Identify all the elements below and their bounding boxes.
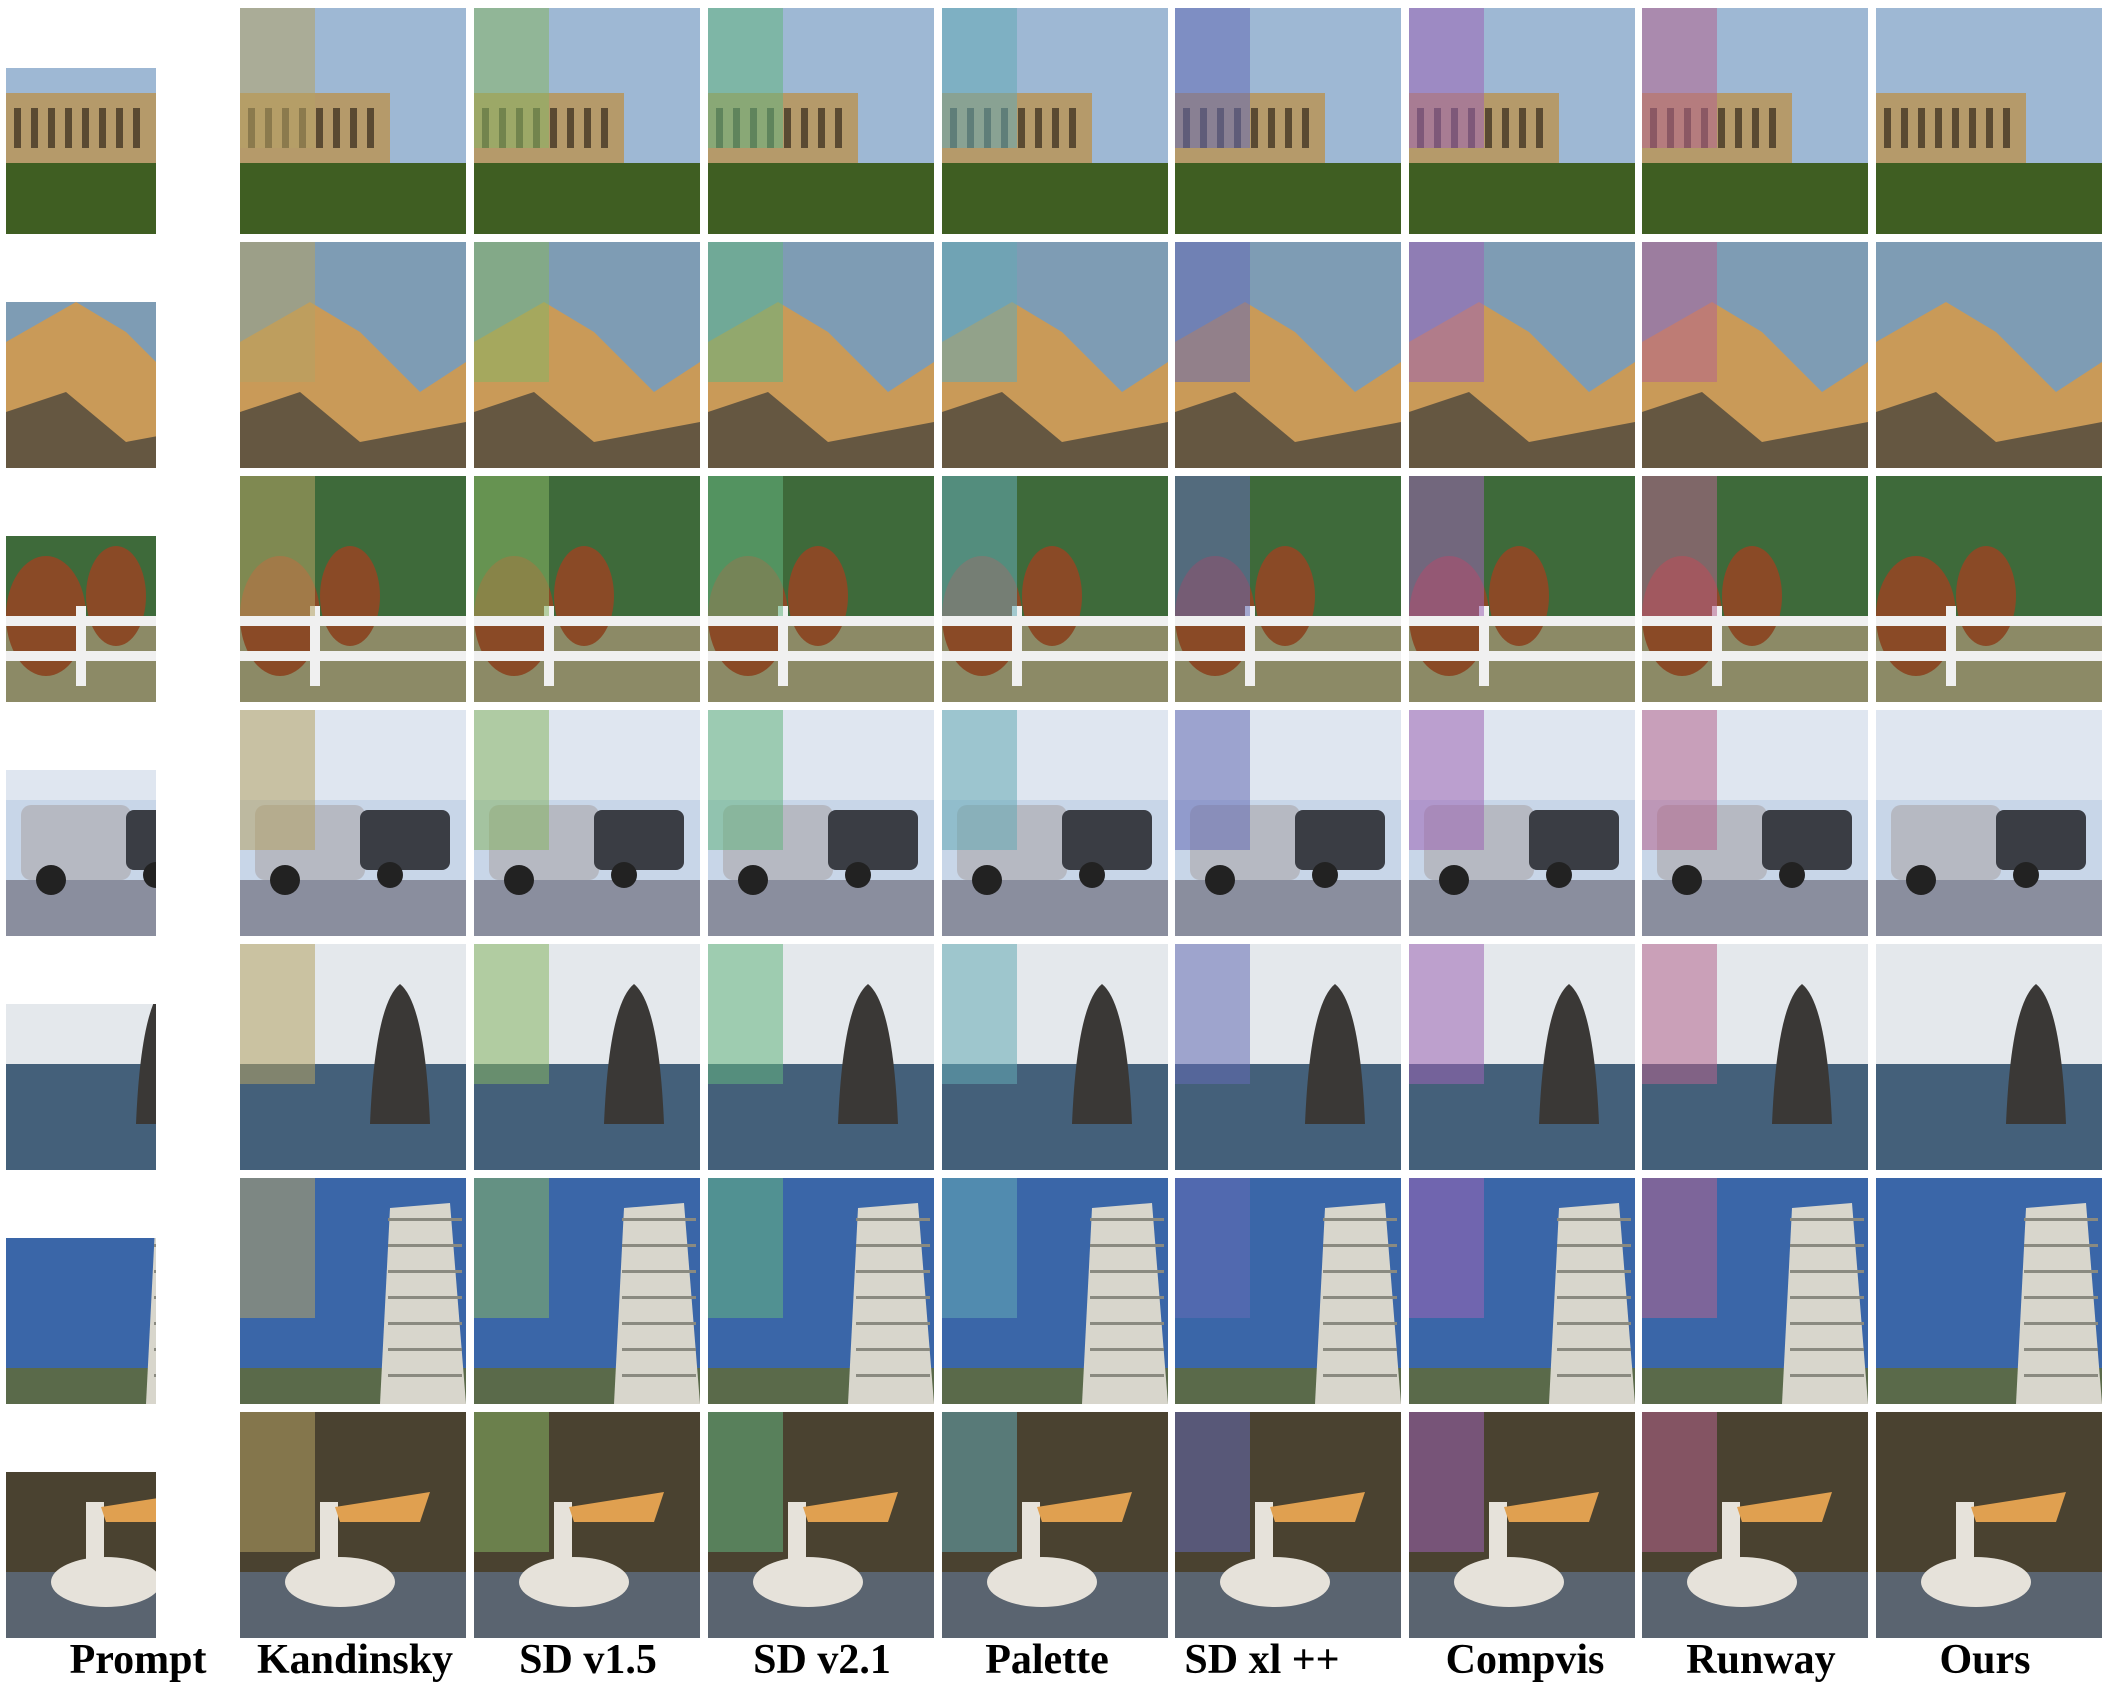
image-cell-mountain-method-6	[1409, 242, 1635, 468]
image-cell-horses-method-3	[708, 476, 934, 702]
image-cell-tower-method-8	[1876, 1178, 2102, 1404]
image-cell-horses-method-2	[474, 476, 700, 702]
image-cell-building-method-7	[1642, 8, 1868, 234]
image-cell-tower-prompt	[6, 1178, 232, 1404]
image-cell-tower-method-7	[1642, 1178, 1868, 1404]
image-cell-tower-method-6	[1409, 1178, 1635, 1404]
image-cell-whale-method-6	[1409, 944, 1635, 1170]
image-cell-pelican-method-5	[1175, 1412, 1401, 1638]
image-cell-whale-method-1	[240, 944, 466, 1170]
image-cell-car-method-5	[1175, 710, 1401, 936]
image-cell-horses-method-1	[240, 476, 466, 702]
image-cell-mountain-method-7	[1642, 242, 1868, 468]
image-cell-tower-method-3	[708, 1178, 934, 1404]
image-cell-tower-method-2	[474, 1178, 700, 1404]
column-label-3: SD v2.1	[753, 1637, 891, 1683]
image-cell-whale-method-4	[942, 944, 1168, 1170]
image-cell-car-method-3	[708, 710, 934, 936]
image-cell-building-method-4	[942, 8, 1168, 234]
image-cell-tower-method-1	[240, 1178, 466, 1404]
image-cell-whale-method-2	[474, 944, 700, 1170]
column-label-0: Prompt	[69, 1637, 207, 1683]
image-cell-car-method-4	[942, 710, 1168, 936]
image-cell-building-method-2	[474, 8, 700, 234]
image-cell-mountain-method-5	[1175, 242, 1401, 468]
column-label-5: SD xl ++	[1184, 1637, 1340, 1683]
column-label-2: SD v1.5	[519, 1637, 657, 1683]
column-label-8: Ours	[1939, 1637, 2031, 1683]
image-cell-building-method-5	[1175, 8, 1401, 234]
image-cell-pelican-method-1	[240, 1412, 466, 1638]
image-cell-pelican-method-8	[1876, 1412, 2102, 1638]
image-cell-horses-method-7	[1642, 476, 1868, 702]
column-label-7: Runway	[1686, 1637, 1836, 1683]
image-cell-car-prompt	[6, 710, 232, 936]
image-cell-pelican-method-4	[942, 1412, 1168, 1638]
image-cell-building-prompt	[6, 8, 232, 234]
image-cell-tower-method-5	[1175, 1178, 1401, 1404]
image-cell-pelican-method-6	[1409, 1412, 1635, 1638]
image-cell-pelican-method-3	[708, 1412, 934, 1638]
image-cell-pelican-method-2	[474, 1412, 700, 1638]
image-cell-mountain-method-1	[240, 242, 466, 468]
image-cell-car-method-7	[1642, 710, 1868, 936]
image-cell-building-method-1	[240, 8, 466, 234]
image-cell-whale-method-3	[708, 944, 934, 1170]
image-cell-car-method-6	[1409, 710, 1635, 936]
image-cell-whale-method-5	[1175, 944, 1401, 1170]
image-cell-whale-prompt	[6, 944, 232, 1170]
image-cell-car-method-2	[474, 710, 700, 936]
image-cell-mountain-method-8	[1876, 242, 2102, 468]
image-cell-tower-method-4	[942, 1178, 1168, 1404]
image-cell-horses-method-8	[1876, 476, 2102, 702]
image-cell-car-method-8	[1876, 710, 2102, 936]
image-cell-mountain-method-2	[474, 242, 700, 468]
image-cell-horses-method-6	[1409, 476, 1635, 702]
image-cell-mountain-prompt	[6, 242, 232, 468]
image-cell-horses-prompt	[6, 476, 232, 702]
column-label-1: Kandinsky	[256, 1637, 454, 1683]
column-label-4: Palette	[985, 1637, 1109, 1683]
image-cell-mountain-method-3	[708, 242, 934, 468]
column-label-6: Compvis	[1445, 1637, 1605, 1683]
image-cell-horses-method-5	[1175, 476, 1401, 702]
image-cell-mountain-method-4	[942, 242, 1168, 468]
image-cell-building-method-3	[708, 8, 934, 234]
image-cell-building-method-6	[1409, 8, 1635, 234]
image-cell-car-method-1	[240, 710, 466, 936]
image-cell-pelican-method-7	[1642, 1412, 1868, 1638]
image-cell-horses-method-4	[942, 476, 1168, 702]
image-cell-whale-method-7	[1642, 944, 1868, 1170]
image-cell-pelican-prompt	[6, 1412, 232, 1638]
image-cell-whale-method-8	[1876, 944, 2102, 1170]
image-cell-building-method-8	[1876, 8, 2102, 234]
